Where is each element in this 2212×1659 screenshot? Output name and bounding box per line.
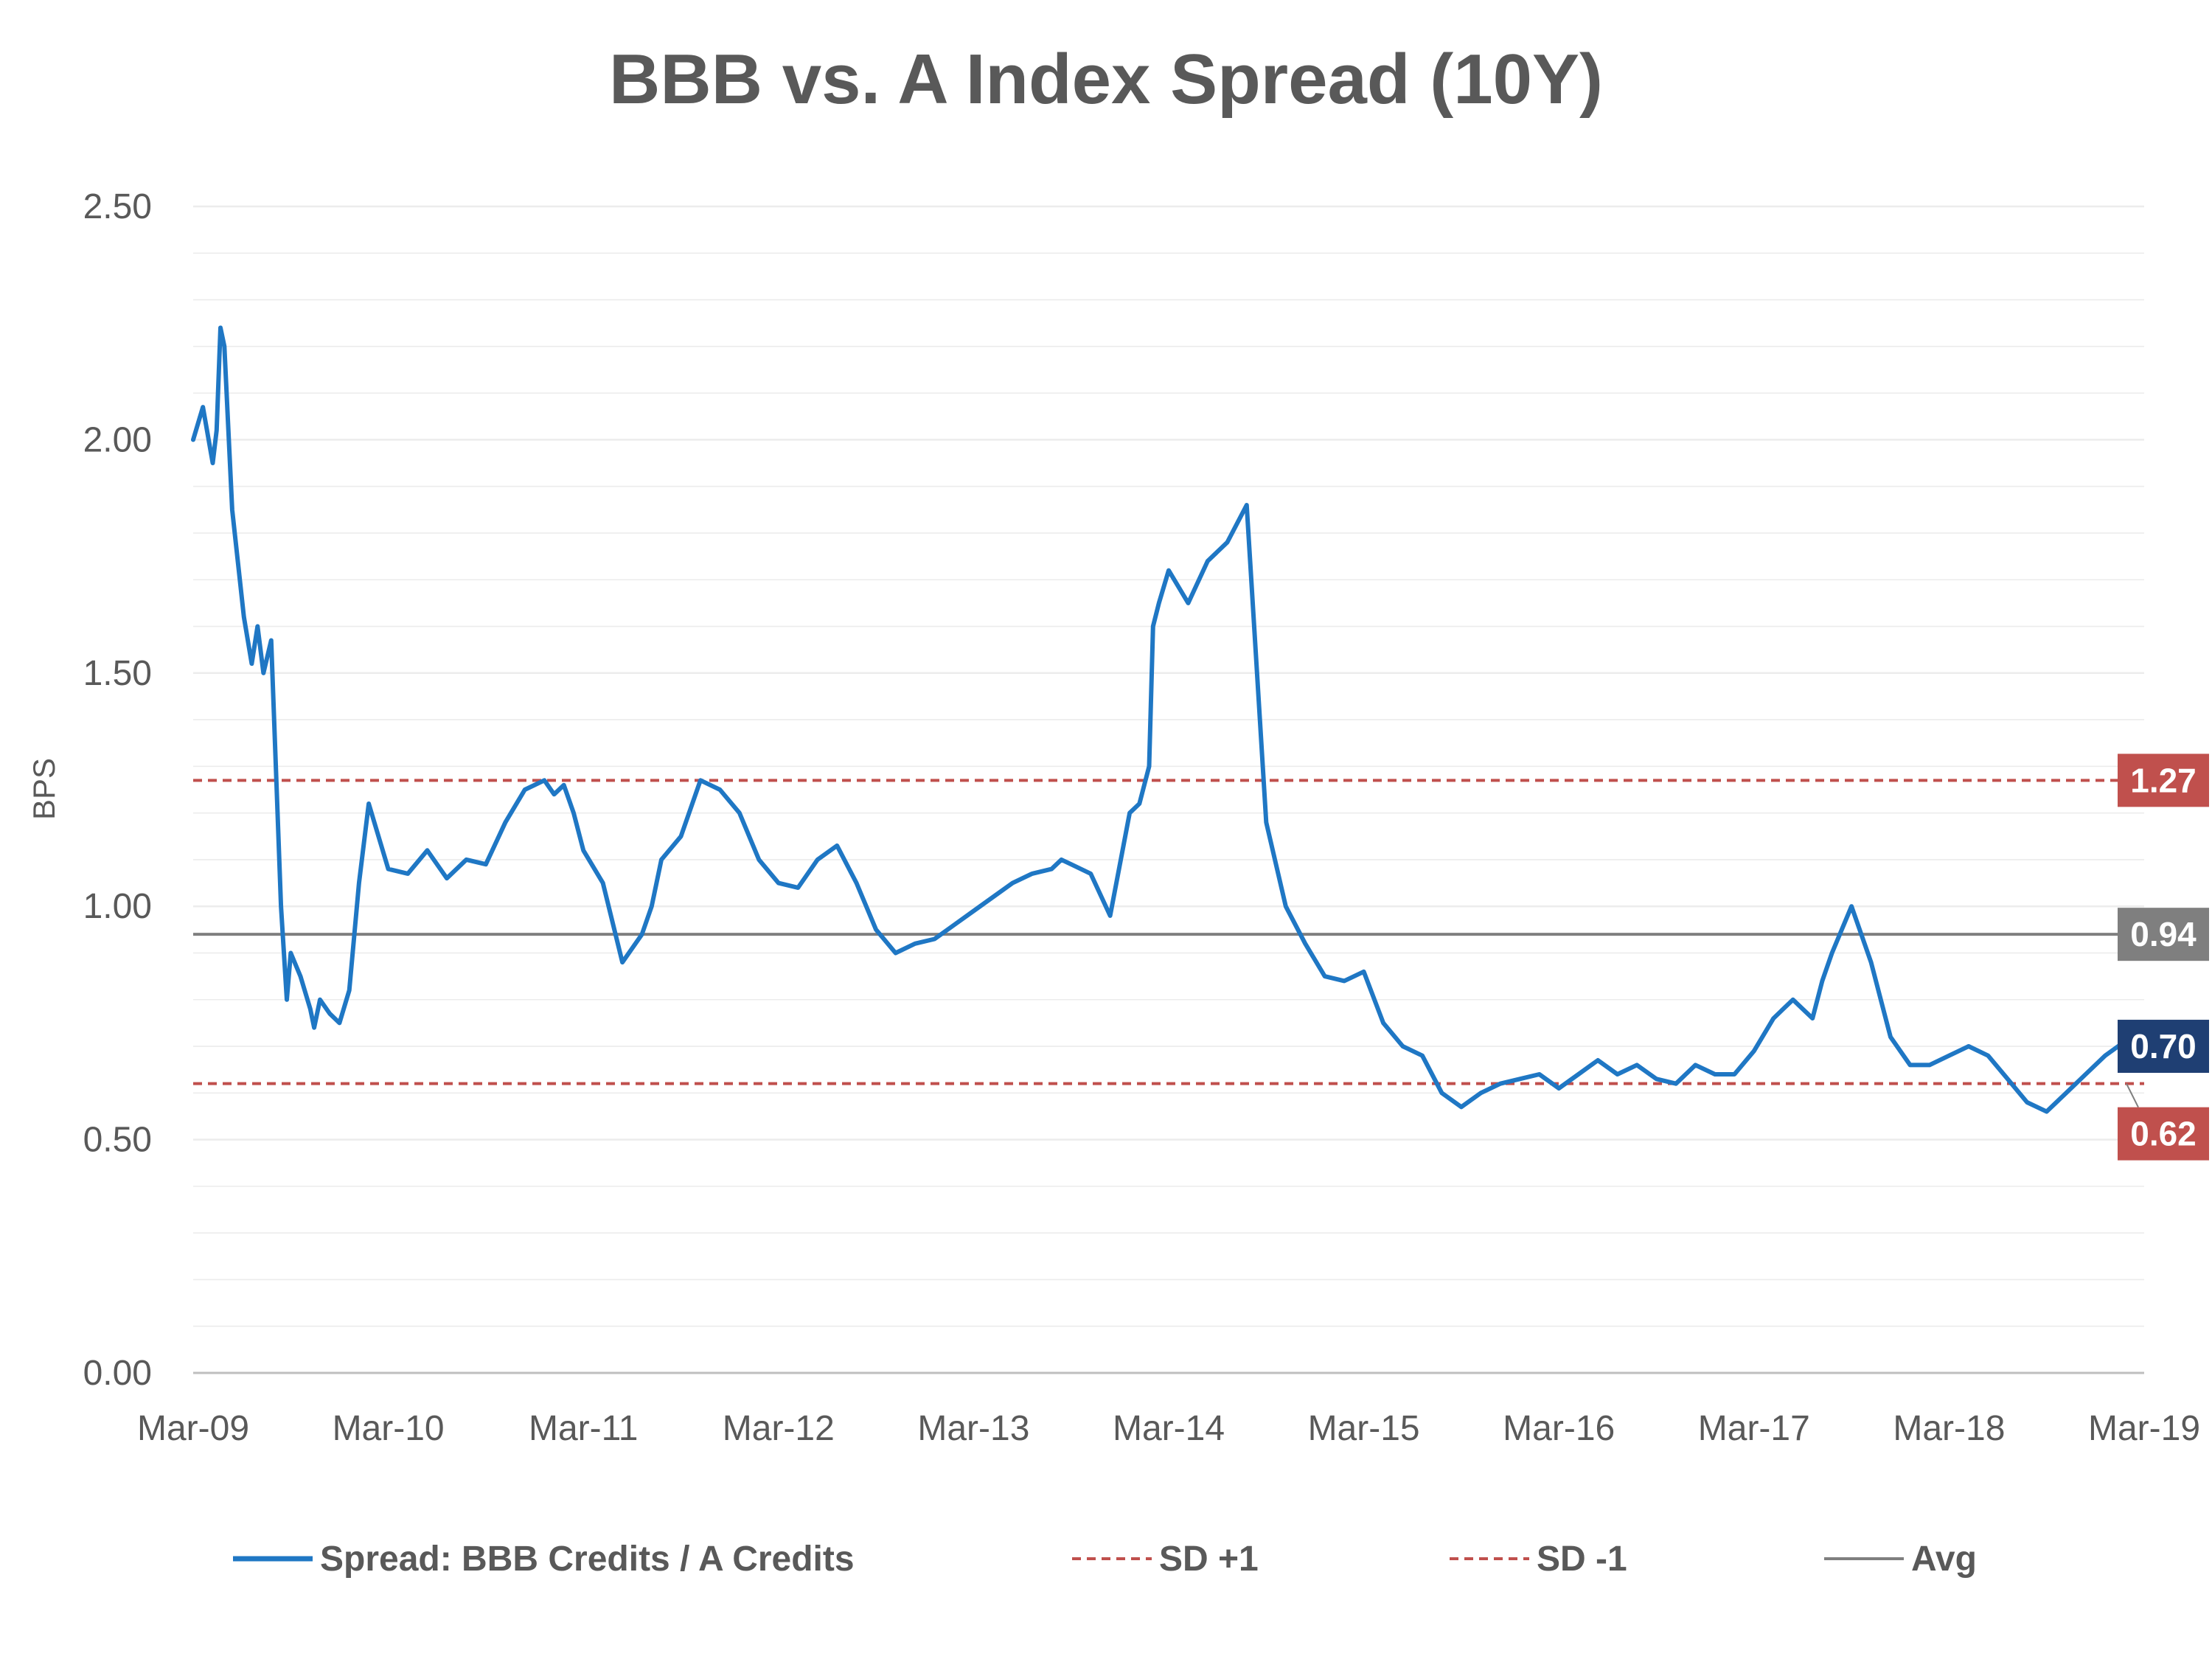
- series-lines: [191, 325, 2127, 1114]
- gridlines: [193, 205, 2144, 1374]
- x-tick-label: Mar-10: [333, 1409, 445, 1448]
- x-tick-label: Mar-13: [917, 1409, 1029, 1448]
- x-tick-label: Mar-14: [1113, 1409, 1225, 1448]
- y-tick-label: 1.00: [83, 887, 152, 926]
- y-tick-label: 2.50: [83, 187, 152, 226]
- reference-lines: [193, 779, 2144, 1085]
- x-tick-label: Mar-12: [723, 1409, 835, 1448]
- legend: Spread: BBB Credits / A Credits SD +1 SD -…: [233, 1540, 1977, 1579]
- value-badge-label: 0.94: [2130, 915, 2197, 953]
- x-tick-label: Mar-15: [1308, 1409, 1420, 1448]
- legend-label: Spread: BBB Credits / A Credits: [320, 1540, 855, 1579]
- value-badge: [2118, 1020, 2209, 1074]
- y-axis-label: BPS: [27, 758, 61, 820]
- badge-leader-line: [2126, 1083, 2139, 1108]
- legend-label: SD -1: [1537, 1540, 1627, 1579]
- value-badge-label: 1.27: [2130, 761, 2197, 799]
- y-tick-label: 1.50: [83, 654, 152, 693]
- y-tick-label: 0.50: [83, 1121, 152, 1160]
- x-tick-label: Mar-11: [529, 1409, 638, 1448]
- legend-label: SD +1: [1159, 1540, 1259, 1579]
- x-tick-label: Mar-18: [1893, 1409, 2005, 1448]
- value-badge-label: 0.70: [2130, 1027, 2197, 1065]
- x-tick-label: Mar-19: [2088, 1409, 2200, 1448]
- spread-line: [191, 325, 2127, 1114]
- chart-title: BBB vs. A Index Spread (10Y): [609, 40, 1603, 119]
- y-tick-label: 0.00: [83, 1354, 152, 1393]
- x-tick-label: Mar-09: [137, 1409, 249, 1448]
- value-badge: [2118, 754, 2209, 807]
- value-badge-label: 0.62: [2130, 1115, 2197, 1153]
- value-badge: [2118, 908, 2209, 961]
- x-tick-label: Mar-17: [1698, 1409, 1810, 1448]
- y-tick-labels: 0.00 0.50 1.00 1.50 2.00 2.50: [83, 187, 152, 1393]
- legend-label: Avg: [1911, 1540, 1977, 1579]
- x-tick-label: Mar-16: [1503, 1409, 1615, 1448]
- value-badge: [2118, 1107, 2209, 1161]
- value-badges: 1.27 0.94 0.70 0.62: [2118, 754, 2209, 1161]
- x-tick-labels: Mar-09 Mar-10 Mar-11 Mar-12 Mar-13 Mar-14 Mar-…: [137, 1409, 2200, 1448]
- y-tick-label: 2.00: [83, 420, 152, 459]
